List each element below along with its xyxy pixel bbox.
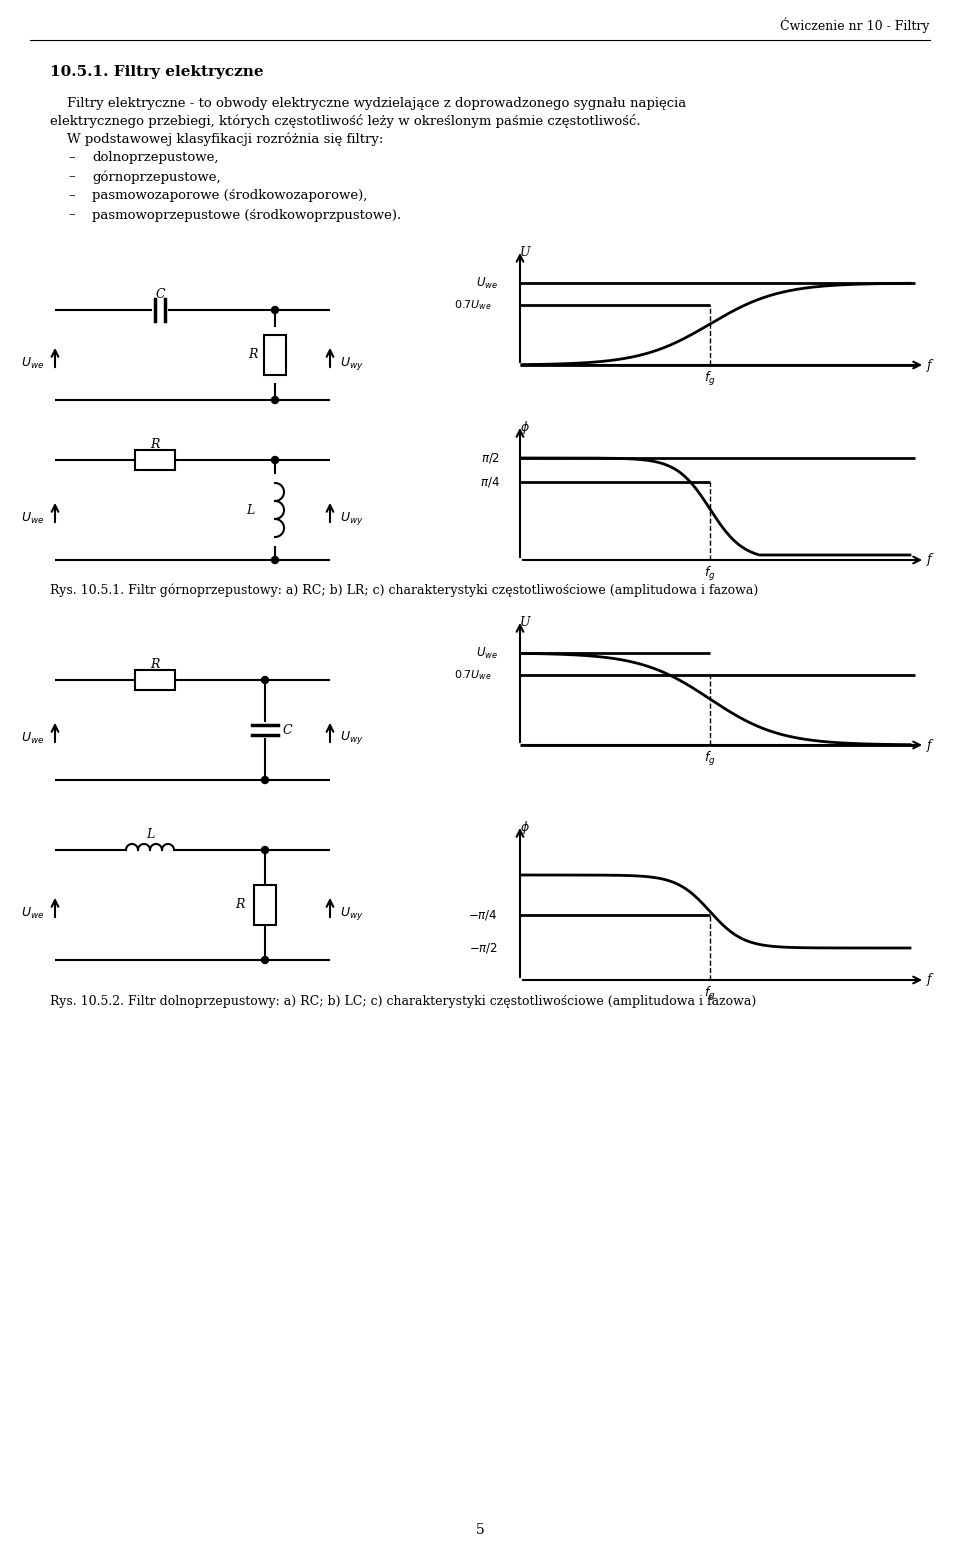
Text: f: f	[926, 554, 931, 566]
Bar	[254, 885, 276, 925]
Text: –: –	[68, 189, 75, 202]
Text: L: L	[146, 827, 155, 841]
Text: $0.7U_{we}$: $0.7U_{we}$	[454, 298, 492, 312]
Text: Rys. 10.5.2. Filtr dolnoprzepustowy: a) RC; b) LC; c) charakterystyki częstotliw: Rys. 10.5.2. Filtr dolnoprzepustowy: a) …	[50, 995, 756, 1009]
Text: $U_{wy}$: $U_{wy}$	[340, 905, 364, 922]
Text: $U_{we}$: $U_{we}$	[21, 905, 45, 920]
Text: $f_g$: $f_g$	[705, 565, 716, 584]
Circle shape	[261, 846, 269, 854]
Text: $\pi/4$: $\pi/4$	[480, 475, 500, 489]
Circle shape	[272, 456, 278, 464]
Text: $f_g$: $f_g$	[705, 369, 716, 388]
Text: U: U	[519, 616, 530, 630]
Text: $U_{wy}$: $U_{wy}$	[340, 354, 364, 371]
Text: f: f	[926, 359, 931, 371]
Text: Filtry elektryczne - to obwody elektryczne wydzielające z doprowadzonego sygnału: Filtry elektryczne - to obwody elektrycz…	[50, 96, 686, 110]
Text: elektrycznego przebiegi, których częstotliwość leży w określonym paśmie częstotl: elektrycznego przebiegi, których częstot…	[50, 113, 640, 127]
Text: $U_{we}$: $U_{we}$	[21, 511, 45, 526]
Text: $0.7U_{we}$: $0.7U_{we}$	[454, 667, 492, 681]
Text: –: –	[68, 171, 75, 183]
Text: $U_{we}$: $U_{we}$	[21, 731, 45, 745]
Text: $U_{wy}$: $U_{wy}$	[340, 729, 364, 747]
Text: R: R	[249, 349, 257, 362]
Text: Rys. 10.5.1. Filtr górnoprzepustowy: a) RC; b) LR; c) charakterystyki częstotliw: Rys. 10.5.1. Filtr górnoprzepustowy: a) …	[50, 584, 758, 598]
Bar	[135, 670, 175, 691]
Text: R: R	[235, 899, 245, 911]
Text: $U_{we}$: $U_{we}$	[476, 275, 498, 290]
Text: $-\pi/4$: $-\pi/4$	[468, 908, 498, 922]
Text: L: L	[246, 503, 254, 517]
Circle shape	[272, 306, 278, 314]
Bar	[264, 335, 286, 376]
Text: C: C	[282, 723, 292, 737]
Text: C: C	[156, 287, 165, 301]
Text: 5: 5	[475, 1523, 485, 1536]
Text: –: –	[68, 152, 75, 165]
Text: f: f	[926, 973, 931, 987]
Text: $U_{wy}$: $U_{wy}$	[340, 509, 364, 526]
Text: W podstawowej klasyfikacji rozróżnia się filtry:: W podstawowej klasyfikacji rozróżnia się…	[50, 132, 383, 146]
Text: $U_{we}$: $U_{we}$	[21, 355, 45, 371]
Text: pasmowoprzepustowe (środkowoprzpustowe).: pasmowoprzepustowe (środkowoprzpustowe).	[92, 208, 401, 222]
Circle shape	[261, 956, 269, 964]
Text: 10.5.1. Filtry elektryczne: 10.5.1. Filtry elektryczne	[50, 65, 264, 79]
Bar	[135, 450, 175, 470]
Circle shape	[261, 677, 269, 683]
Text: $f_g$: $f_g$	[705, 986, 716, 1003]
Circle shape	[272, 396, 278, 404]
Text: –: –	[68, 208, 75, 222]
Text: $\pi/2$: $\pi/2$	[481, 452, 500, 466]
Text: pasmowozaporowe (środkowozaporowe),: pasmowozaporowe (środkowozaporowe),	[92, 189, 368, 202]
Text: $\phi$: $\phi$	[520, 419, 530, 436]
Text: Ćwiczenie nr 10 - Filtry: Ćwiczenie nr 10 - Filtry	[780, 17, 930, 33]
Circle shape	[261, 776, 269, 784]
Text: U: U	[519, 247, 530, 259]
Text: $-\pi/2$: $-\pi/2$	[469, 941, 498, 954]
Text: dolnoprzepustowe,: dolnoprzepustowe,	[92, 152, 219, 165]
Text: $\phi$: $\phi$	[520, 819, 530, 837]
Text: $f_g$: $f_g$	[705, 750, 716, 768]
Circle shape	[272, 557, 278, 563]
Text: f: f	[926, 739, 931, 751]
Text: $U_{we}$: $U_{we}$	[476, 646, 498, 661]
Text: R: R	[151, 658, 159, 670]
Text: R: R	[151, 438, 159, 450]
Text: górnoprzepustowe,: górnoprzepustowe,	[92, 171, 221, 183]
